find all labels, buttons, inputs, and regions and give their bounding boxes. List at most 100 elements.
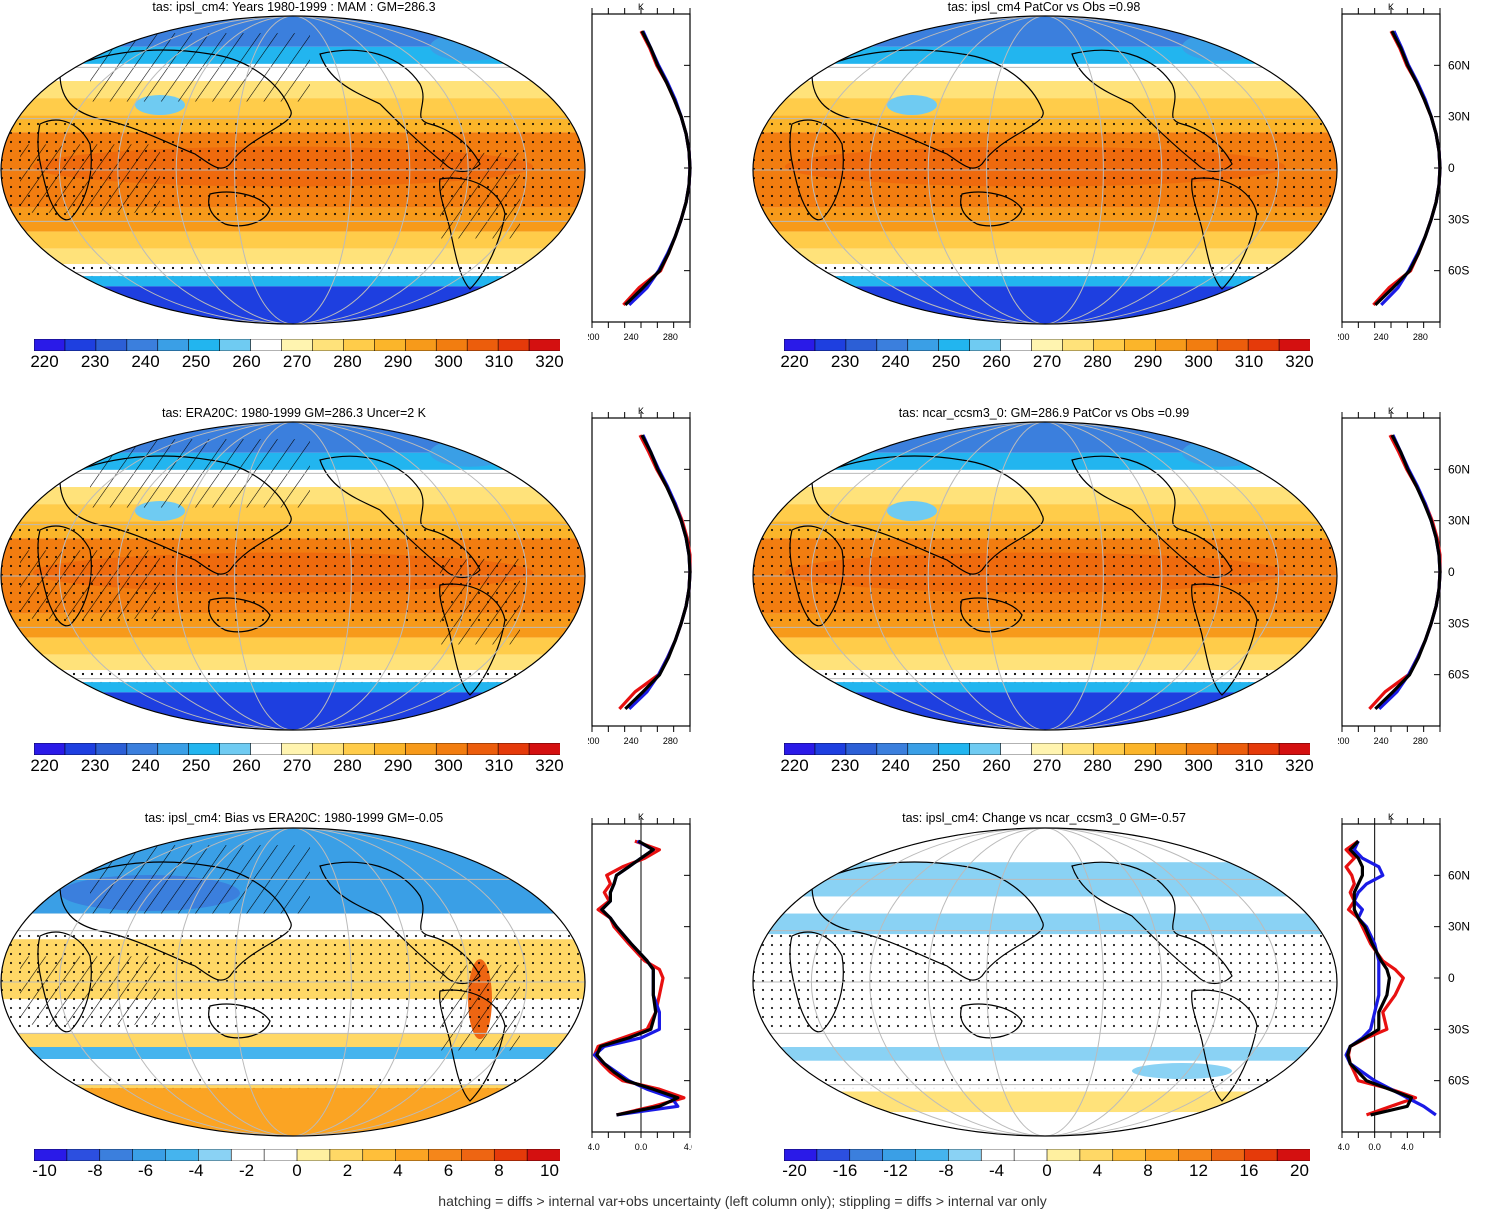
colorbar-tick-label: -20 [782,1161,807,1180]
colorbar-tick-label: 220 [780,352,809,371]
colorbar-tick-label: 260 [232,756,261,775]
panel-title-2: tas: ipsl_cm4 PatCor vs Obs =0.98 [947,0,1141,14]
colorbar-swatch [1145,1149,1180,1161]
colorbar-swatch [250,339,283,351]
colorbar-swatch [1278,339,1310,351]
colorbar-swatch [1185,339,1218,351]
profile-unit-label: K [1388,2,1394,12]
profile-tick-label: 240 [624,332,639,342]
colorbar-swatch [198,1149,233,1161]
colorbar-swatch [281,339,314,351]
map-panel-1 [0,15,586,325]
colorbar-tick-label: 250 [181,756,211,775]
colorbar-tick-label: 260 [232,352,261,371]
colorbar-tick-label: 280 [1083,352,1112,371]
profile-tick-label: 280 [663,736,678,746]
colorbar-swatch [1124,743,1157,755]
colorbar-swatch [466,743,499,755]
profile-tick-label: 240 [1374,332,1389,342]
colorbar-tick-label: 310 [484,756,514,775]
colorbar-tick-label: -16 [832,1161,858,1180]
colorbar-swatch [882,1149,917,1161]
colorbar-swatch [1216,743,1249,755]
colorbar-tick-label: 240 [881,756,910,775]
profile-series-line [624,434,692,711]
profile-tick-label: 240 [1374,736,1389,746]
colorbar-tick-label: -4 [988,1161,1005,1180]
colorbar-swatch [784,743,816,755]
colorbar-6 [784,1149,1310,1161]
colorbar-tick-label: 250 [931,756,961,775]
profile-tick-label: 280 [663,332,678,342]
profile-series-line [624,30,692,307]
colorbar-swatch [404,339,438,351]
colorbar-swatch [1243,1149,1278,1161]
colorbar-swatch [784,339,816,351]
colorbar-2-labels: 220 230 240 250 260 270 280 290 300 310 320 [780,352,1314,374]
lat-label: 60N [1448,462,1470,476]
colorbar-tick-label: 0 [292,1161,302,1180]
colorbar-swatch [907,743,940,755]
colorbar-tick-label: 290 [383,352,413,371]
colorbar-swatch [938,339,971,351]
colorbar-swatch [528,743,560,755]
lat-label: 60S [1448,1074,1469,1088]
lat-label: 30N [1448,110,1470,124]
colorbar-tick-label: -10 [32,1161,57,1180]
colorbar-tick-label: 300 [1184,352,1213,371]
colorbar-swatch [1062,743,1095,755]
colorbar-swatch [263,1149,298,1161]
colorbar-swatch [969,339,1002,351]
colorbar-tick-label: 4 [1092,1161,1103,1180]
colorbar-swatch [230,1149,265,1161]
profile-tick-label: 4.0 [684,1142,692,1152]
colorbar-swatch [907,339,940,351]
colorbar-swatch [1154,743,1188,755]
colorbar-tick-label: -12 [883,1161,908,1180]
colorbar-swatch [1278,743,1310,755]
colorbar-swatch [845,339,878,351]
profile-series-line [592,839,680,1117]
colorbar-swatch [312,743,345,755]
colorbar-swatch [1185,743,1218,755]
lat-label: 30N [1448,514,1470,528]
profile-tick-label: 200 [1338,736,1350,746]
profile-unit-label: K [1388,406,1394,416]
colorbar-tick-label: 6 [443,1161,454,1180]
colorbar-tick-label: 240 [881,352,910,371]
profile-tick-label: 200 [1338,332,1350,342]
colorbar-swatch [362,1149,397,1161]
colorbar-swatch [95,743,128,755]
colorbar-swatch [126,743,159,755]
colorbar-tick-label: 300 [1184,756,1213,775]
colorbar-4 [784,743,1310,755]
colorbar-swatch [374,339,407,351]
colorbar-tick-label: 230 [80,756,110,775]
colorbar-swatch [435,339,468,351]
colorbar-swatch [528,339,560,351]
colorbar-tick-label: 250 [181,352,211,371]
colorbar-tick-label: 320 [1285,352,1314,371]
lat-label: 30S [1448,616,1469,630]
colorbar-swatch [816,1149,851,1161]
map-panel-6 [752,827,1338,1137]
colorbar-2 [784,339,1310,351]
panel-title-3: tas: ERA20C: 1980-1999 GM=286.3 Uncer=2 … [161,406,427,420]
colorbar-swatch [497,339,530,351]
colorbar-tick-label: 320 [535,756,564,775]
profile-series-line [595,839,680,1117]
colorbar-swatch [915,1149,950,1161]
colorbar-swatch [969,743,1002,755]
colorbar-tick-label: 290 [383,756,413,775]
colorbar-swatch [1154,339,1188,351]
colorbar-tick-label: 220 [780,756,809,775]
colorbar-5-labels: -10 -8 -6 -4 -2 0 2 4 6 8 10 [32,1161,560,1183]
lat-label: 60N [1448,868,1470,882]
colorbar-swatch [814,743,847,755]
lat-label: 30S [1448,212,1469,226]
profile-series-line [618,434,692,710]
colorbar-5 [34,1149,560,1161]
colorbar-6-labels: -20 -16 -12 -8 -4 0 4 8 12 16 20 [782,1161,1310,1183]
panel-title-1: tas: ipsl_cm4: Years 1980-1999 : MAM : G… [152,0,436,14]
colorbar-swatch [34,1149,68,1161]
